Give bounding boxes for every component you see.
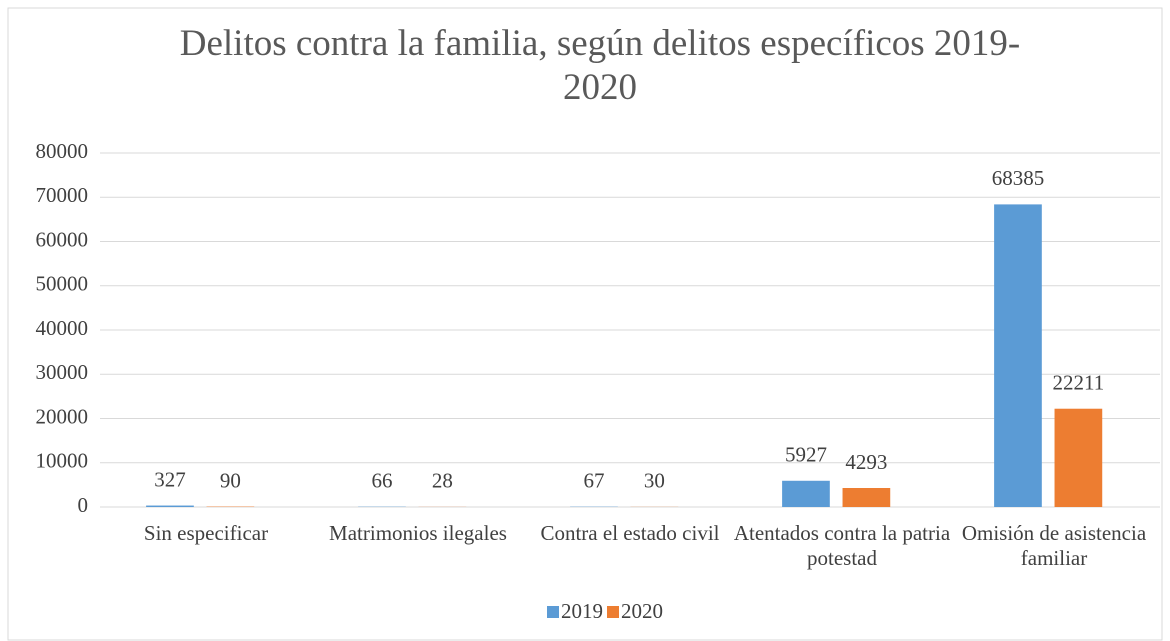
y-tick-label: 20000 bbox=[36, 404, 89, 428]
x-tick-label: Sin especificar bbox=[143, 521, 269, 545]
data-label: 68385 bbox=[992, 166, 1045, 190]
data-label: 30 bbox=[644, 469, 665, 493]
chart-title: Delitos contra la familia, según delitos… bbox=[179, 23, 1021, 108]
bar bbox=[994, 204, 1042, 508]
x-tick-label: Atentados contra la patria potestad bbox=[733, 521, 951, 570]
data-label: 327 bbox=[154, 467, 186, 491]
legend-swatch bbox=[547, 606, 559, 618]
data-label: 5927 bbox=[785, 443, 827, 467]
chart-border bbox=[7, 7, 1163, 641]
y-tick-label: 80000 bbox=[36, 139, 89, 163]
legend-label: 2019 bbox=[561, 599, 603, 623]
data-label: 67 bbox=[583, 469, 604, 493]
data-label: 22211 bbox=[1053, 371, 1105, 395]
bar bbox=[782, 480, 830, 507]
y-tick-label: 0 bbox=[78, 493, 89, 517]
data-label: 28 bbox=[432, 469, 453, 493]
data-label: 66 bbox=[371, 469, 392, 493]
y-tick-label: 10000 bbox=[36, 449, 89, 473]
bar bbox=[1054, 408, 1103, 507]
data-label: 4293 bbox=[845, 450, 887, 474]
y-tick-label: 50000 bbox=[36, 272, 89, 296]
legend-swatch bbox=[607, 606, 619, 618]
y-tick-label: 60000 bbox=[36, 227, 89, 251]
bar bbox=[842, 488, 891, 507]
x-tick-label: Contra el estado civil bbox=[540, 521, 720, 545]
bar bbox=[146, 505, 194, 507]
x-tick-label: Omisión de asistencia familiar bbox=[961, 521, 1147, 570]
data-label: 90 bbox=[220, 468, 241, 492]
y-tick-label: 40000 bbox=[36, 316, 89, 340]
y-tick-label: 30000 bbox=[36, 360, 89, 384]
legend-label: 2020 bbox=[621, 599, 663, 623]
x-tick-label: Matrimonios ilegales bbox=[329, 521, 507, 545]
y-tick-label: 70000 bbox=[36, 183, 89, 207]
